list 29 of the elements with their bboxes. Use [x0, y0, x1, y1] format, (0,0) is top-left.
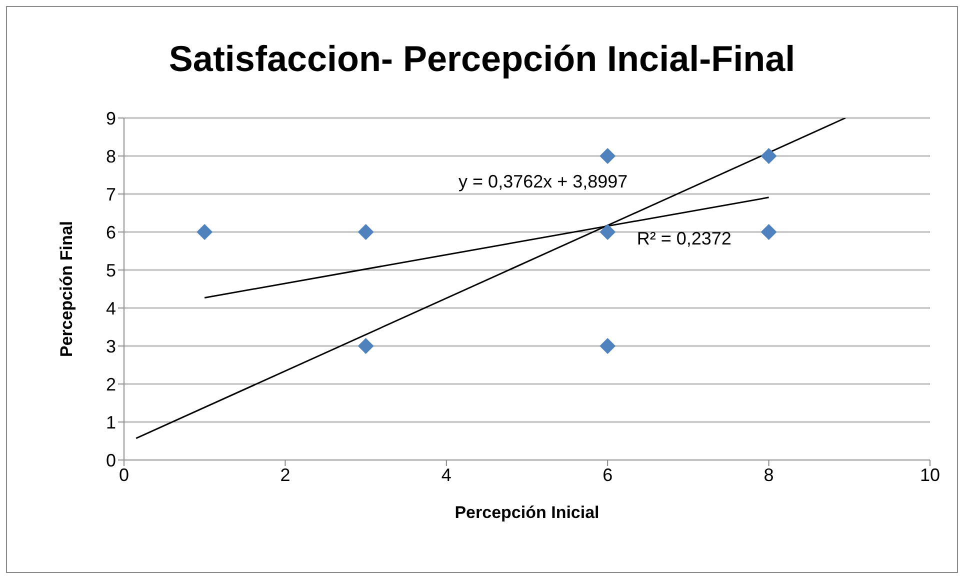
x-tick-label: 10 — [920, 464, 940, 485]
y-tick-label: 7 — [106, 184, 116, 204]
point — [600, 148, 616, 164]
y-tick-label: 2 — [106, 374, 116, 394]
y-tick-label: 4 — [106, 298, 116, 318]
y-tick-label: 0 — [106, 450, 116, 470]
point — [600, 338, 616, 354]
point — [358, 338, 374, 354]
y-tick-label: 1 — [106, 412, 116, 432]
point — [760, 148, 777, 164]
y-tick-label: 5 — [106, 260, 116, 280]
y-axis-title: Percepción Final — [57, 220, 76, 358]
y-tick-label: 9 — [106, 108, 116, 128]
x-tick-label: 8 — [764, 464, 774, 485]
y-tick-label: 3 — [106, 336, 116, 356]
y-tick-label: 6 — [106, 222, 116, 242]
x-tick-label: 0 — [118, 464, 130, 485]
x-axis-title: Percepción Inicial — [454, 503, 600, 522]
x-tick-label: 4 — [441, 464, 452, 485]
point — [760, 224, 777, 240]
y-tick-label: 8 — [106, 146, 116, 166]
point — [358, 224, 374, 240]
point — [600, 224, 616, 240]
chart-title: Satisfaccion- Percepción Incial-Final — [168, 38, 796, 80]
x-tick-label: 2 — [280, 464, 290, 485]
x-tick-label: 6 — [602, 464, 613, 485]
annotation: y = 0,3762x + 3,8997 — [458, 171, 628, 192]
annotation: R² = 0,2372 — [636, 228, 732, 248]
point — [196, 224, 213, 240]
